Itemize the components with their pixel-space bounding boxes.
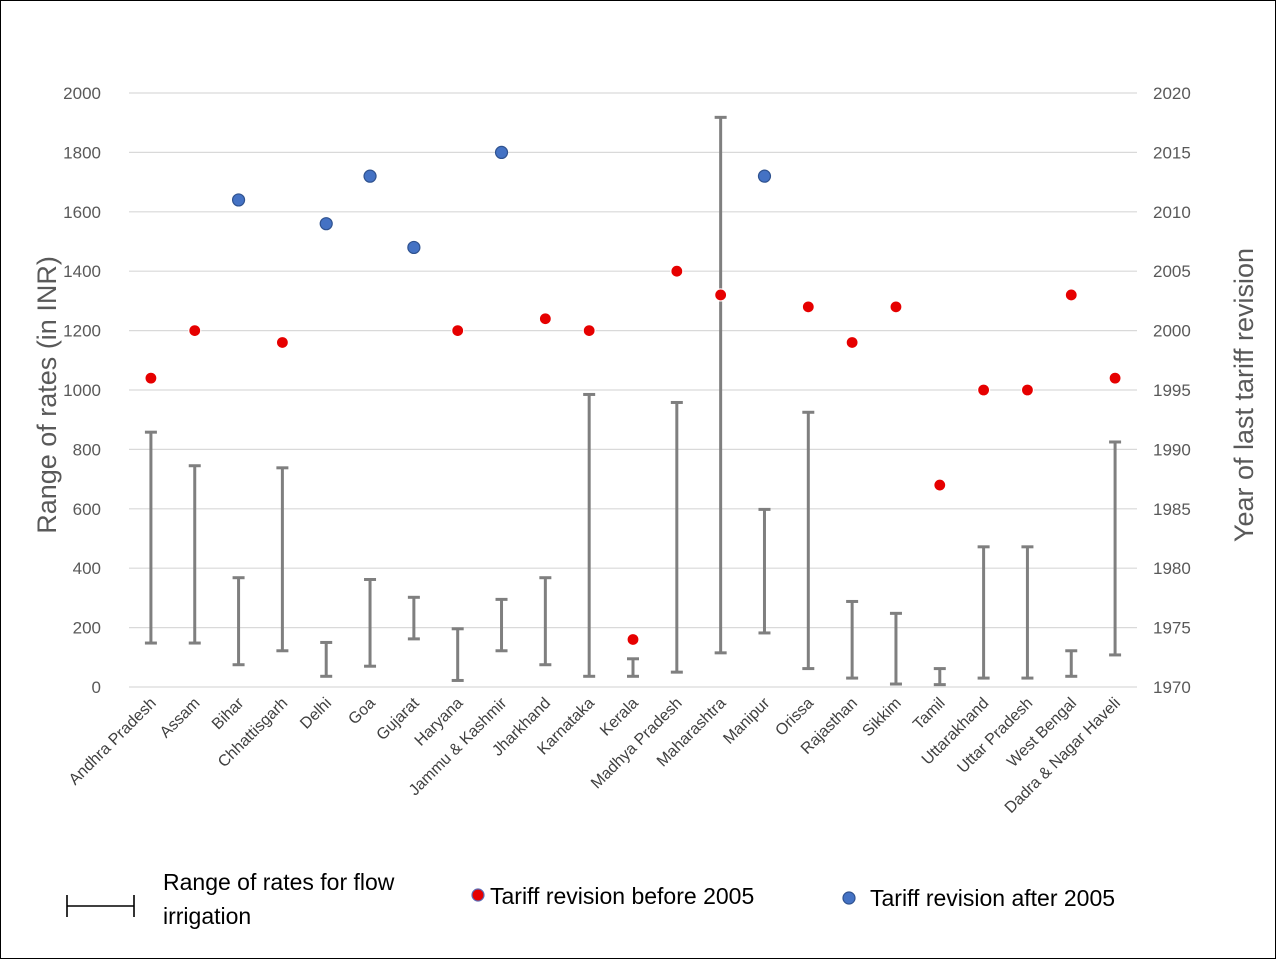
right-axis-title: Year of last tariff revision (1229, 248, 1259, 542)
legend-after-marker (842, 891, 856, 905)
range-bar (1109, 440, 1122, 657)
range-bar (1065, 649, 1078, 678)
point-before-2005 (889, 300, 903, 314)
range-bar (320, 640, 333, 678)
range-bar (276, 466, 289, 653)
range-bar (451, 627, 464, 682)
range-bar (714, 115, 727, 655)
right-tick-label: 2015 (1153, 143, 1191, 162)
left-tick-label: 0 (92, 678, 101, 697)
point-before-2005 (451, 324, 465, 338)
category-label: Tamil (910, 695, 948, 733)
point-after-2005 (319, 217, 333, 231)
range-bar (144, 430, 157, 645)
point-before-2005 (670, 264, 684, 278)
point-after-2005 (231, 193, 246, 207)
range-bar (977, 545, 990, 680)
point-after-2005 (757, 169, 772, 183)
left-axis-ticks: 0 200 400 600 800 1000 1200 1400 1600 1800 2000 (63, 84, 101, 697)
right-tick-label: 2020 (1153, 84, 1191, 103)
category-label: Assam (157, 695, 204, 742)
left-tick-label: 1200 (63, 322, 101, 341)
legend-before-marker (471, 888, 485, 902)
range-bar (188, 464, 201, 645)
category-label: Goa (345, 695, 378, 728)
left-tick-label: 2000 (63, 84, 101, 103)
category-label: Sikkim (859, 695, 904, 740)
left-axis-title: Range of rates (in INR) (32, 256, 62, 534)
point-before-2005 (845, 335, 859, 350)
legend-range-label-line1: Range of rates for flow (163, 869, 395, 895)
range-bar (758, 507, 771, 635)
point-before-2005 (1020, 383, 1035, 397)
right-tick-label: 1975 (1153, 619, 1191, 638)
legend-before-label: Tariff revision before 2005 (490, 883, 754, 909)
left-tick-label: 600 (73, 500, 101, 519)
point-before-2005 (1108, 371, 1122, 385)
left-tick-label: 400 (73, 559, 101, 578)
point-after-2005 (363, 169, 377, 183)
right-tick-label: 2010 (1153, 203, 1191, 222)
right-tick-label: 2005 (1153, 262, 1191, 281)
category-label: Manipur (720, 694, 773, 747)
left-tick-label: 1600 (63, 203, 101, 222)
legend-range-label-line2: irrigation (163, 903, 251, 929)
range-bar (583, 392, 596, 678)
category-label: Andhra Pradesh (66, 695, 160, 789)
point-before-2005 (144, 371, 158, 385)
category-label: Delhi (297, 695, 335, 733)
right-tick-label: 1995 (1153, 381, 1191, 400)
range-bar (1021, 545, 1034, 680)
right-axis-ticks: 1970 1975 1980 1985 1990 1995 2000 2005 2010 2015… (1153, 84, 1191, 697)
left-tick-label: 200 (73, 619, 101, 638)
legend-range-symbol (66, 895, 135, 917)
range-bars (144, 115, 1122, 687)
point-before-2005 (714, 288, 728, 302)
point-before-2005 (801, 300, 815, 314)
range-bar (627, 657, 639, 678)
right-tick-label: 1985 (1153, 500, 1191, 519)
revision-points (144, 145, 1122, 647)
right-tick-label: 1990 (1153, 440, 1191, 459)
point-after-2005 (494, 145, 509, 159)
left-tick-label: 1000 (63, 381, 101, 400)
category-label: Bihar (209, 694, 248, 733)
range-bar (933, 667, 946, 687)
left-tick-label: 1400 (63, 262, 101, 281)
point-before-2005 (1064, 288, 1078, 302)
right-tick-label: 1970 (1153, 678, 1191, 697)
range-bar (539, 576, 552, 667)
legend: Range of rates for flow irrigation Tarif… (66, 869, 1115, 929)
range-bar (889, 611, 902, 686)
point-before-2005 (188, 324, 202, 338)
point-after-2005 (407, 240, 421, 255)
point-before-2005 (977, 383, 991, 397)
range-bar (670, 400, 683, 674)
right-tick-label: 1980 (1153, 559, 1191, 578)
category-label: Uttar Pradesh (954, 695, 1036, 777)
point-before-2005 (538, 312, 552, 326)
range-bar (802, 410, 815, 671)
range-bar (232, 576, 245, 667)
point-before-2005 (933, 478, 947, 492)
point-before-2005 (582, 324, 596, 338)
legend-after-label: Tariff revision after 2005 (870, 885, 1115, 911)
gridlines (129, 92, 1137, 688)
point-before-2005 (626, 632, 640, 647)
left-tick-label: 1800 (63, 143, 101, 162)
right-tick-label: 2000 (1153, 322, 1191, 341)
point-before-2005 (275, 335, 289, 350)
left-tick-label: 800 (73, 440, 101, 459)
range-bar (846, 599, 859, 680)
range-bar (364, 577, 377, 668)
range-bar (495, 597, 508, 653)
range-bar (407, 595, 420, 641)
